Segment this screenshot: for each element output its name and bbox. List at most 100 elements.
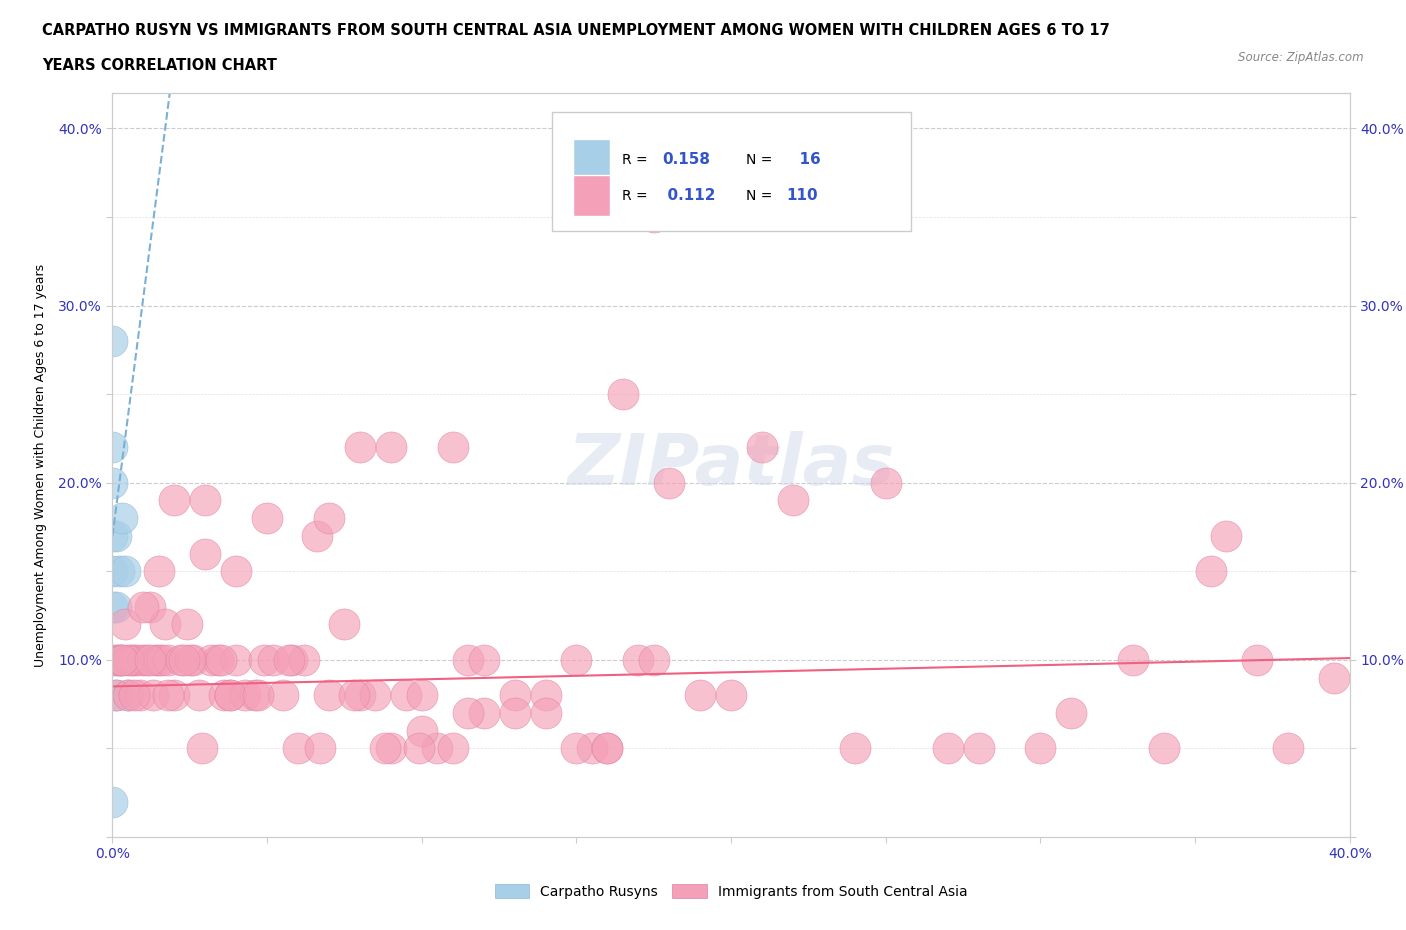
Point: [612, 387, 634, 402]
Point: [235, 688, 257, 703]
Point: [967, 741, 990, 756]
Point: [135, 653, 157, 668]
Point: [308, 741, 330, 756]
Point: [751, 440, 773, 455]
Point: [565, 653, 588, 668]
Point: [411, 724, 433, 738]
Point: [111, 653, 134, 668]
Text: ZIPatlas: ZIPatlas: [568, 431, 894, 499]
Point: [101, 528, 124, 543]
Point: [107, 653, 129, 668]
Text: Source: ZipAtlas.com: Source: ZipAtlas.com: [1239, 51, 1364, 64]
Point: [104, 688, 127, 703]
Y-axis label: Unemployment Among Women with Children Ages 6 to 17 years: Unemployment Among Women with Children A…: [34, 263, 46, 667]
Point: [534, 706, 557, 721]
Point: [153, 617, 176, 631]
Text: R =: R =: [623, 153, 652, 167]
Point: [163, 688, 186, 703]
Point: [1029, 741, 1052, 756]
Point: [104, 653, 127, 668]
Text: 16: 16: [789, 153, 821, 167]
Point: [101, 599, 124, 614]
Point: [157, 688, 180, 703]
Point: [101, 564, 124, 578]
Point: [117, 653, 139, 668]
FancyBboxPatch shape: [572, 175, 610, 216]
Point: [256, 511, 278, 525]
Point: [1277, 741, 1299, 756]
Point: [281, 653, 304, 668]
Point: [318, 511, 340, 525]
Point: [212, 688, 235, 703]
Point: [148, 653, 170, 668]
Point: [596, 741, 619, 756]
Point: [1323, 671, 1346, 685]
Point: [142, 688, 165, 703]
Point: [627, 653, 650, 668]
Point: [426, 741, 449, 756]
Point: [472, 706, 495, 721]
Point: [107, 564, 129, 578]
Point: [643, 653, 665, 668]
Point: [565, 741, 588, 756]
Point: [194, 493, 217, 508]
Point: [333, 617, 356, 631]
Text: N =: N =: [747, 153, 776, 167]
Point: [658, 475, 681, 490]
Point: [441, 440, 464, 455]
Point: [318, 688, 340, 703]
Point: [114, 564, 136, 578]
Point: [271, 688, 294, 703]
Point: [277, 653, 299, 668]
Text: CARPATHO RUSYN VS IMMIGRANTS FROM SOUTH CENTRAL ASIA UNEMPLOYMENT AMONG WOMEN WI: CARPATHO RUSYN VS IMMIGRANTS FROM SOUTH …: [42, 23, 1109, 38]
Point: [441, 741, 464, 756]
Point: [408, 741, 430, 756]
Point: [349, 440, 371, 455]
Point: [343, 688, 366, 703]
Point: [225, 564, 247, 578]
Point: [305, 528, 328, 543]
Point: [246, 688, 269, 703]
FancyBboxPatch shape: [572, 140, 610, 180]
Point: [173, 653, 195, 668]
Point: [1199, 564, 1222, 578]
Point: [157, 653, 180, 668]
Point: [581, 741, 603, 756]
Point: [129, 688, 152, 703]
Point: [262, 653, 284, 668]
Point: [844, 741, 866, 756]
Point: [380, 741, 402, 756]
Point: [107, 653, 129, 668]
Point: [122, 688, 145, 703]
Text: 0.112: 0.112: [657, 188, 716, 203]
Point: [188, 688, 211, 703]
Point: [181, 653, 204, 668]
Point: [200, 653, 222, 668]
Point: [101, 794, 124, 809]
Point: [1215, 528, 1237, 543]
Point: [117, 688, 139, 703]
Text: 0.158: 0.158: [662, 153, 710, 167]
Point: [101, 334, 124, 349]
Point: [132, 653, 155, 668]
Point: [219, 688, 242, 703]
Point: [176, 617, 198, 631]
Point: [101, 440, 124, 455]
Point: [720, 688, 742, 703]
Point: [122, 653, 145, 668]
Point: [169, 653, 191, 668]
Point: [782, 493, 804, 508]
Point: [243, 688, 266, 703]
Point: [132, 599, 155, 614]
Point: [643, 209, 665, 224]
Point: [163, 493, 186, 508]
Point: [191, 741, 214, 756]
Point: [1153, 741, 1175, 756]
Point: [111, 653, 134, 668]
Text: R =: R =: [623, 189, 652, 203]
Point: [395, 688, 418, 703]
Point: [127, 653, 149, 668]
Point: [503, 688, 526, 703]
Point: [104, 528, 127, 543]
Point: [457, 706, 479, 721]
